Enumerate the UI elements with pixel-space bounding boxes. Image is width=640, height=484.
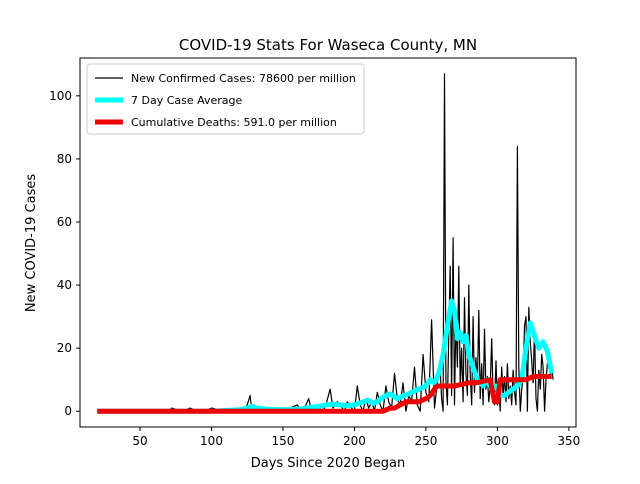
series-line-2 (97, 374, 552, 414)
x-tick-label: 200 (343, 434, 366, 448)
legend: New Confirmed Cases: 78600 per million 7 … (86, 63, 365, 135)
plot-frame (79, 57, 577, 428)
y-tick-label: 60 (57, 215, 72, 229)
x-tick-label: 250 (414, 434, 437, 448)
y-tick-label: 0 (64, 404, 72, 418)
x-axis-label: Days Since 2020 Began (251, 456, 406, 471)
y-tick-label: 40 (57, 278, 72, 292)
y-tick-label: 20 (57, 341, 72, 355)
x-tick-label: 300 (486, 434, 509, 448)
y-tick-label: 100 (49, 89, 72, 103)
x-tick-label: 350 (557, 434, 580, 448)
x-tick-label: 150 (272, 434, 295, 448)
legend-label-1: 7 Day Case Average (131, 94, 243, 107)
ticks-layer: 50 100 150 200 250 300 350 0 20 40 60 80 100 (49, 89, 580, 448)
x-tick-label: 100 (200, 434, 223, 448)
y-tick-label: 80 (57, 152, 72, 166)
chart-title: COVID-19 Stats For Waseca County, MN (179, 36, 477, 54)
series-line-1 (97, 298, 555, 414)
series-layer (97, 73, 555, 414)
legend-label-0: New Confirmed Cases: 78600 per million (131, 72, 356, 85)
x-tick-label: 50 (132, 434, 147, 448)
legend-box (86, 63, 365, 135)
y-axis-label: New COVID-19 Cases (24, 174, 39, 312)
legend-label-2: Cumulative Deaths: 591.0 per million (131, 116, 337, 129)
